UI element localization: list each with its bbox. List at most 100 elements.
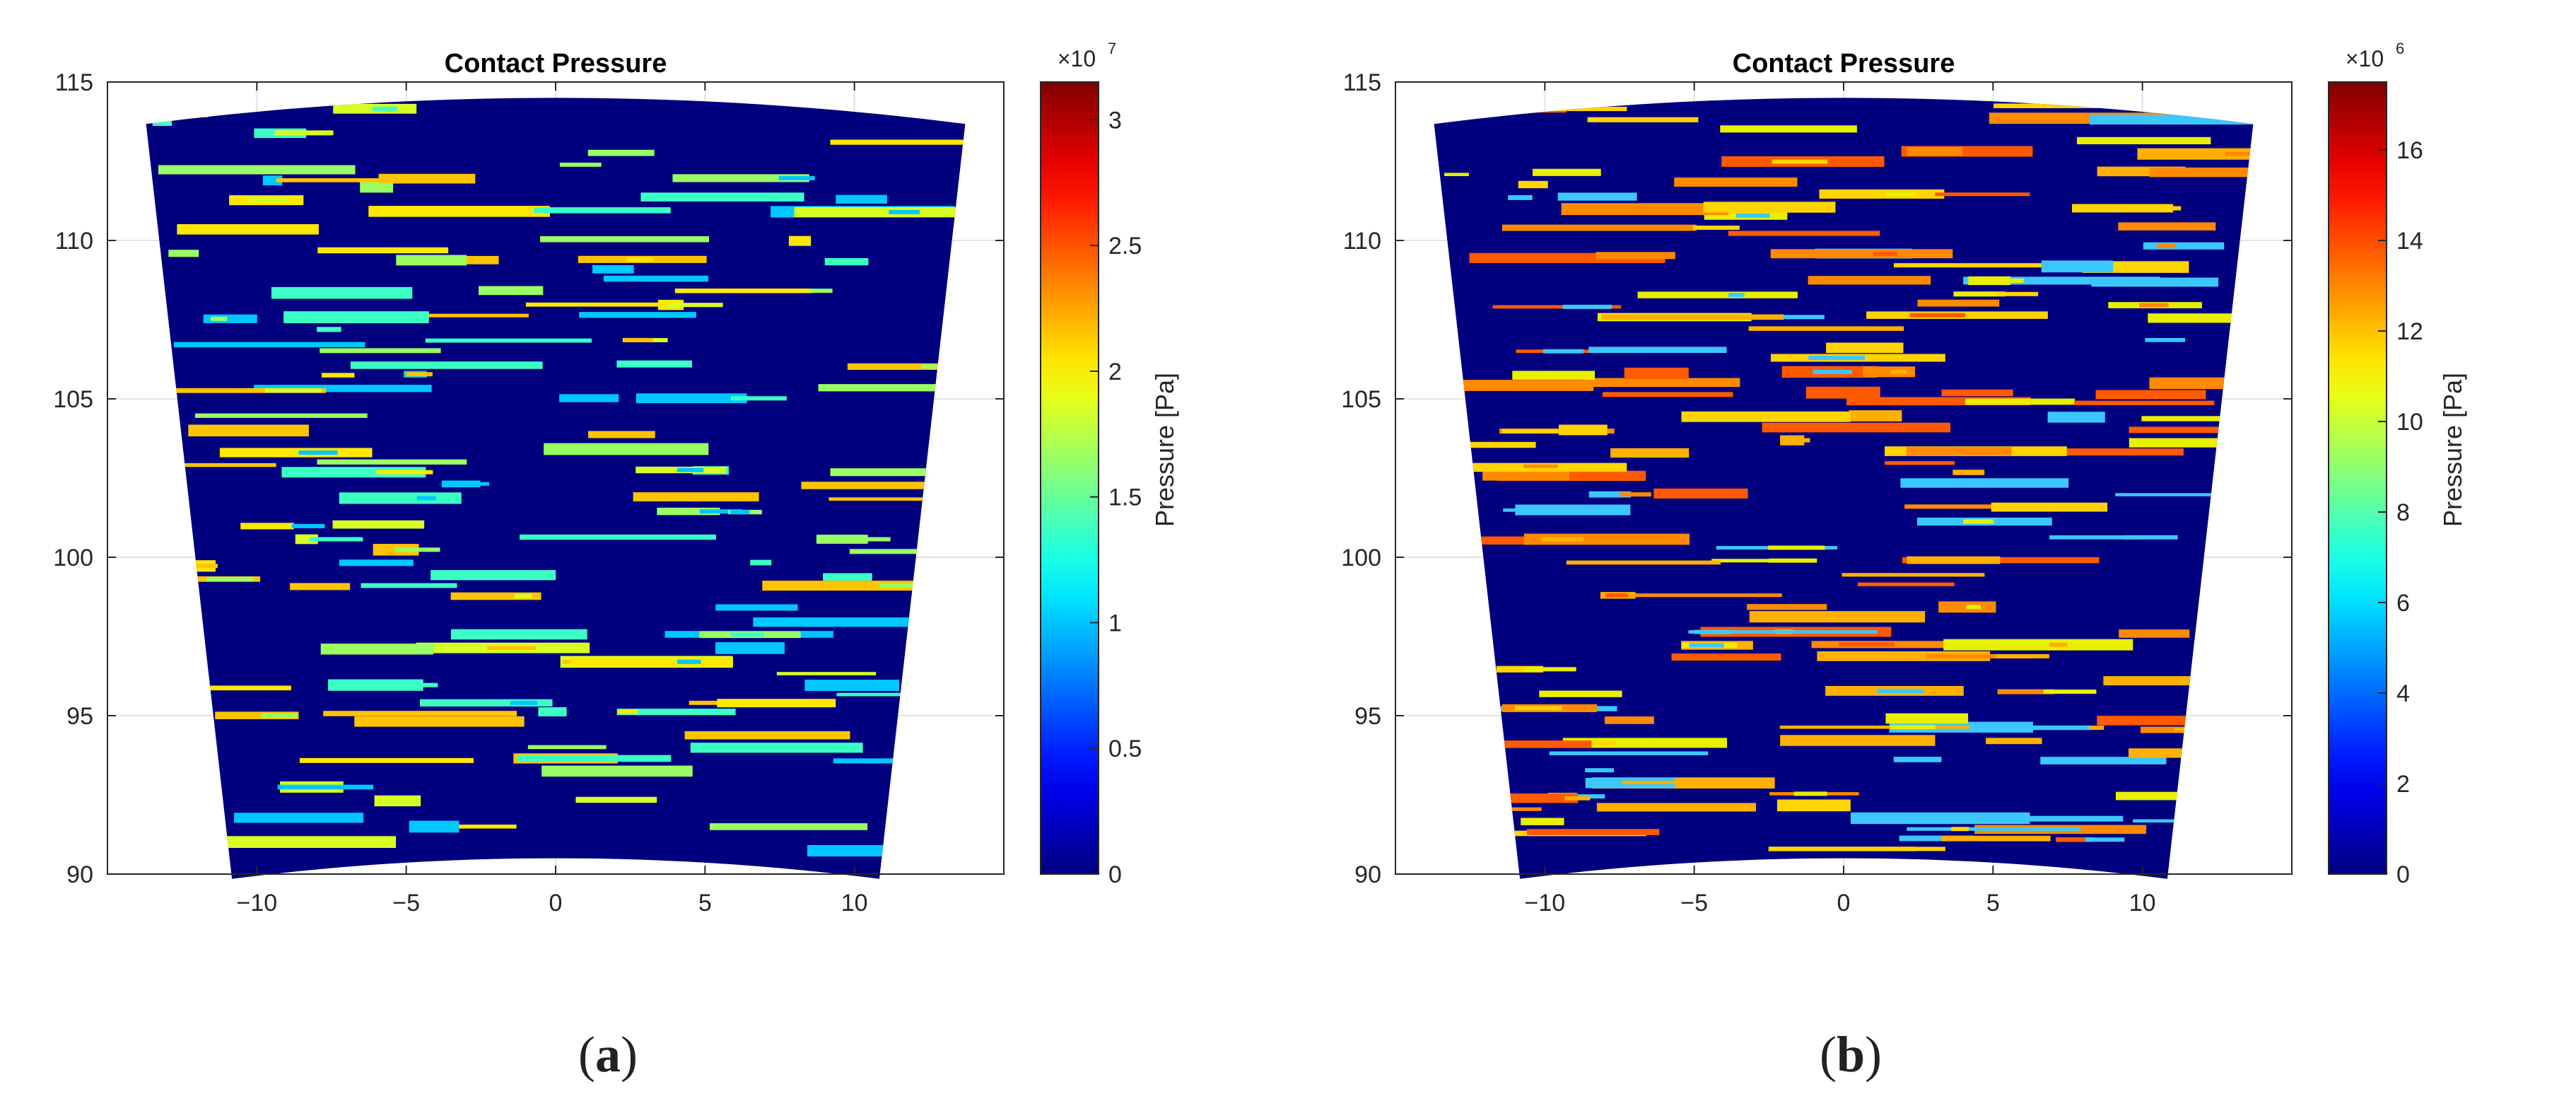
pressure-patch (1842, 573, 1985, 577)
pressure-speckle (2153, 206, 2182, 211)
pressure-patch (1608, 593, 1782, 598)
subfigure-letter-b: b (1836, 1026, 1866, 1083)
pressure-patch (1893, 757, 1942, 762)
pressure-patch (332, 520, 425, 529)
pressure-patch (2148, 313, 2254, 323)
pressure-patch (1637, 291, 1798, 298)
pressure-patch (320, 644, 433, 655)
pressure-patch (804, 680, 900, 692)
pressure-patch (1935, 192, 2030, 197)
pressure-patch (2149, 167, 2254, 178)
pressure-patch (339, 559, 414, 566)
pressure-speckle (1562, 304, 1612, 309)
colorbar-label: Pressure [Pa] (1150, 373, 1179, 527)
pressure-patch (1521, 818, 1564, 825)
pressure-speckle (1902, 716, 1945, 721)
pressure-patch (1907, 827, 2081, 831)
pressure-patch (829, 497, 958, 501)
y-tick-label: 95 (1354, 703, 1381, 730)
pressure-patch (603, 275, 708, 282)
chart-title: Contact Pressure (1733, 49, 1955, 78)
pressure-patch (762, 581, 934, 591)
colorbar-tick-label: 2.5 (1108, 233, 1142, 260)
pressure-patch (1583, 378, 1740, 388)
pressure-patch (1621, 781, 1682, 784)
y-tick-label: 115 (1343, 69, 1381, 96)
colorbar-tick-label: 1 (1108, 610, 1122, 636)
pressure-patch (824, 258, 869, 266)
x-tick-label: −5 (1680, 890, 1708, 917)
pressure-patch (1560, 692, 1622, 695)
pressure-speckle (1986, 278, 2024, 283)
pressure-speckle (1885, 192, 1915, 197)
pressure-patch (1907, 556, 2001, 564)
pressure-patch (262, 175, 283, 186)
pressure-patch (450, 592, 541, 600)
pressure-speckle (1620, 492, 1651, 497)
colorbar-tick-label: 0.5 (1108, 735, 1142, 762)
pressure-patch (1508, 194, 1533, 200)
pressure-speckle (395, 547, 440, 552)
pressure-patch (2095, 390, 2206, 400)
pressure-patch (1468, 536, 1542, 545)
pressure-patch (1601, 314, 1784, 320)
pressure-speckle (879, 583, 925, 588)
pressure-patch (1808, 276, 1931, 285)
pressure-patch (1587, 117, 1699, 122)
pressure-speckle (618, 709, 638, 714)
pressure-patch (174, 342, 365, 348)
colorbar-multiplier: ×10 (1058, 46, 1096, 71)
pressure-patch (450, 629, 587, 640)
colorbar-tick-label: 0 (1108, 861, 1122, 888)
pressure-patch (1444, 173, 1469, 176)
colorbar-tick-label: 8 (2396, 499, 2410, 526)
y-tick-label: 90 (1354, 861, 1381, 888)
pressure-patch (1624, 367, 1689, 379)
pressure-speckle (677, 659, 701, 664)
pressure-patch (1527, 829, 1660, 835)
pressure-patch (1994, 103, 2100, 108)
pressure-patch (1779, 726, 1970, 729)
y-tick-label: 105 (53, 386, 93, 413)
pressure-patch (2091, 277, 2219, 287)
pressure-patch (1515, 504, 1631, 516)
pressure-patch (616, 709, 736, 716)
pressure-patch (2049, 535, 2141, 540)
pressure-patch (194, 413, 368, 418)
pressure-patch (2129, 426, 2254, 434)
pressure-speckle (1769, 558, 1817, 563)
pressure-patch (299, 757, 474, 763)
pressure-patch (1849, 410, 1902, 421)
pressure-patch (794, 207, 956, 217)
pressure-speckle (206, 576, 254, 581)
pressure-patch (396, 255, 467, 266)
pressure-patch (1885, 461, 1955, 465)
pressure-patch (2141, 416, 2254, 421)
pressure-patch (1907, 146, 1962, 156)
pressure-patch (361, 583, 457, 588)
pressure-speckle (677, 467, 704, 472)
pressure-speckle (1564, 796, 1591, 801)
pressure-patch (1549, 751, 1709, 755)
pressure-speckle (699, 509, 743, 514)
x-tick-label: −10 (236, 890, 277, 917)
pressure-speckle (1966, 605, 1981, 610)
colorbar (1040, 81, 1099, 875)
pressure-patch (1533, 168, 1601, 176)
pressure-speckle (406, 372, 433, 377)
colorbar-tick-label: 3 (1108, 107, 1122, 134)
pressure-speckle (2157, 243, 2177, 248)
colorbar-tick-label: 6 (2396, 590, 2410, 617)
pressure-patch (328, 679, 423, 691)
pressure-patch (559, 394, 619, 402)
pressure-patch (540, 236, 709, 243)
pressure-patch (717, 699, 836, 708)
pressure-patch (1459, 441, 1536, 448)
pressure-speckle (2089, 726, 2104, 731)
pressure-speckle (510, 700, 538, 705)
pressure-patch (538, 707, 567, 716)
pressure-patch (672, 174, 809, 182)
pressure-patch (339, 492, 462, 504)
pressure-patch (1523, 533, 1690, 545)
pressure-speckle (1951, 827, 1969, 832)
